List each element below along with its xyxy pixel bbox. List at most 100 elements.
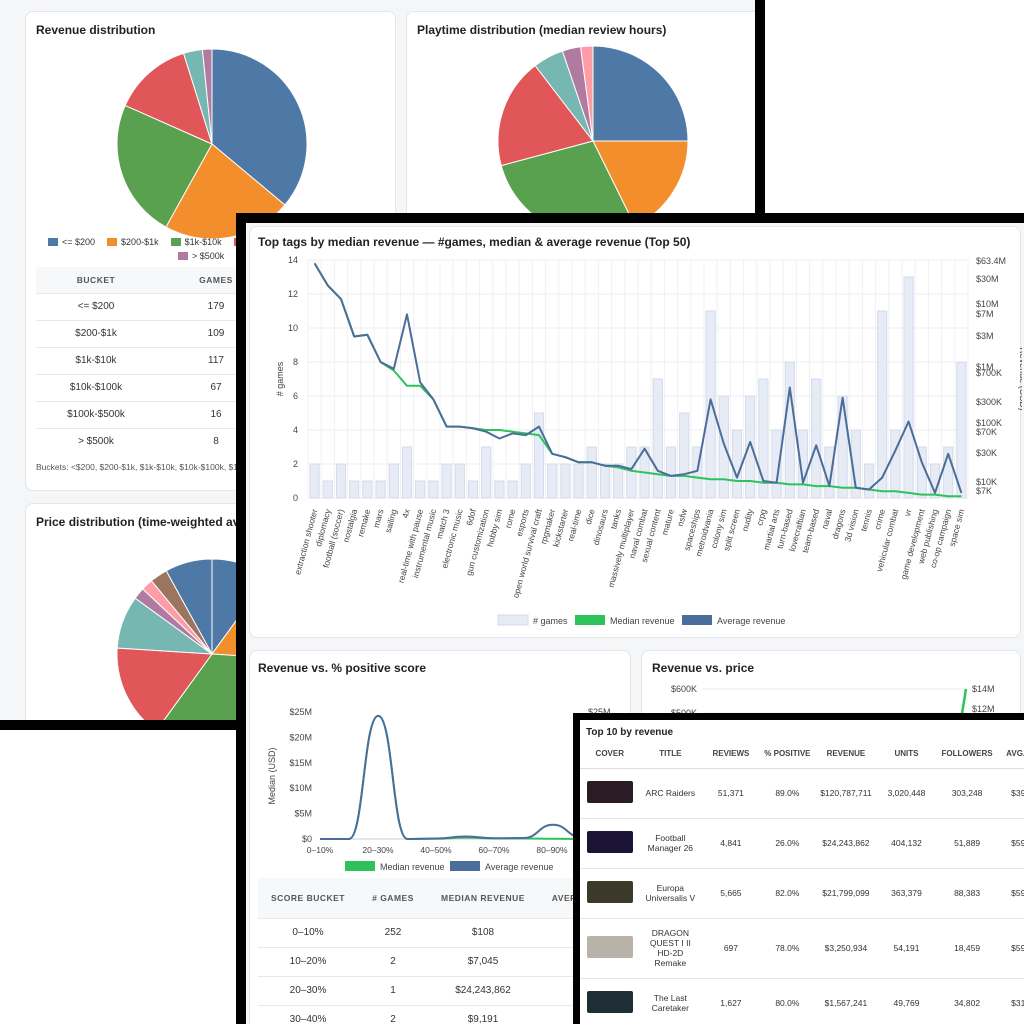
table-row: 20–30%1$24,243,862$24,24 [258, 975, 638, 1005]
games-bar [903, 276, 914, 499]
games-bar [520, 463, 531, 499]
category-label: dice [583, 508, 597, 526]
positive-cell: 80.0% [760, 978, 815, 1024]
title-cell[interactable]: Football Manager 26 [639, 818, 702, 869]
positive-cell: 89.0% [760, 768, 815, 819]
top10-header[interactable]: AVG. P [998, 740, 1024, 769]
price-pie-slice [116, 647, 213, 720]
table-row[interactable]: Football Manager 26 4,841 26.0% $24,243,862… [580, 818, 1024, 869]
games-bar [322, 480, 333, 499]
category-label: nsfw [675, 507, 689, 527]
table-row: 10–20%2$7,045$7,0 [258, 946, 638, 976]
category-label: 4x [400, 507, 412, 519]
games-bar [349, 480, 360, 499]
top10-header[interactable]: FOLLOWERS [935, 740, 999, 769]
right-tick-label: $10M [976, 299, 999, 309]
title-cell[interactable]: The Last Caretaker [639, 978, 702, 1024]
x-tick-label: 80–90% [536, 845, 568, 855]
followers-cell: 88,383 [935, 868, 999, 919]
title-cell[interactable]: Europa Universalis V [639, 868, 702, 919]
games-bar [362, 480, 373, 499]
score-cell: $108 [428, 917, 538, 947]
left-tick-label: $10M [289, 783, 312, 793]
games-bar [877, 310, 888, 499]
legend-swatch [178, 252, 188, 260]
games-bar [375, 480, 386, 499]
median-revenue-line [313, 262, 962, 498]
cover-image[interactable] [586, 881, 633, 903]
left-tick-label: $25M [289, 707, 312, 717]
title-cell[interactable]: ARC Raiders [639, 768, 702, 819]
top10-header[interactable]: REVIEWS [701, 740, 761, 769]
price-chart-title: Revenue vs. price [652, 661, 755, 675]
table-row[interactable]: DRAGON QUEST I II HD-2D Remake 697 78.0% $3… [580, 918, 1024, 979]
revenue-pie-slice [116, 104, 213, 228]
revenue-cell: $24,243,862 [814, 818, 878, 869]
legend-swatch [170, 238, 181, 246]
cover-image[interactable] [586, 831, 633, 853]
games-bar [454, 463, 465, 499]
cover-image[interactable] [586, 991, 633, 1013]
right-tick-label: $70K [976, 427, 997, 437]
reviews-cell: 1,627 [701, 978, 761, 1024]
category-label: 6dof [464, 507, 478, 526]
playtime-pie-slice [497, 64, 594, 167]
top10-panel: Top 10 by revenue COVER TITLE REVIEWS% POS… [573, 713, 1024, 1024]
category-label: vr [902, 508, 914, 518]
legend-item[interactable]: > $500k [178, 251, 224, 261]
left-tick-label: 6 [293, 391, 298, 401]
left-tick-label: $15M [289, 758, 312, 768]
legend-label: > $500k [192, 251, 225, 261]
right-tick-label: $10K [976, 477, 997, 487]
top10-header[interactable]: UNITS [877, 740, 936, 769]
playtime-distribution-card: Playtime distribution (median review hou… [406, 11, 755, 241]
score-cell: $9,191 [428, 1004, 538, 1024]
legend-label: Median revenue [610, 616, 675, 626]
left-tick-label: 10 [288, 323, 298, 333]
top10-header[interactable]: % POSITIVE [760, 740, 815, 769]
score-cell: 20–30% [258, 975, 358, 1005]
positive-cell: 82.0% [760, 868, 815, 919]
table-row[interactable]: The Last Caretaker 1,627 80.0% $1,567,241 49… [580, 978, 1024, 1024]
average-revenue-line [313, 262, 963, 494]
games-bar [441, 463, 452, 499]
revenue-cell: $3,250,934 [814, 918, 878, 979]
score-cell: $24,243,862 [428, 975, 538, 1005]
left-tick-label: 2 [293, 459, 298, 469]
reviews-cell: 51,371 [701, 768, 761, 819]
games-bar [745, 395, 756, 499]
table-row[interactable]: ARC Raiders 51,371 89.0% $120,787,711 3,020,… [580, 768, 1024, 819]
left-tick-label: $0 [302, 834, 312, 844]
legend-label: $1k-$10k [184, 237, 222, 247]
left-tick-label: $600K [671, 684, 697, 694]
title-cell[interactable]: DRAGON QUEST I II HD-2D Remake [639, 918, 702, 979]
cover-image[interactable] [586, 936, 633, 958]
cover-image[interactable] [586, 781, 633, 803]
bucket-footnote: Buckets: <$200, $200-$1k, $1k-$10k, $10k… [36, 462, 239, 472]
legend-item[interactable]: <= $200 [48, 237, 95, 247]
table-row[interactable]: Europa Universalis V 5,665 82.0% $21,799,09… [580, 868, 1024, 919]
score-cell: 1 [358, 975, 428, 1005]
bucket-cell: $10k-$100k [36, 373, 156, 401]
score-cell: $7,045 [428, 946, 538, 976]
left-tick-label: $20M [289, 732, 312, 742]
games-bar [494, 480, 505, 499]
positive-cell: 78.0% [760, 918, 815, 979]
right-tick-label: $63.4M [976, 256, 1006, 266]
legend-item[interactable]: $200-$1k [107, 237, 159, 247]
top10-header[interactable]: REVENUE [814, 740, 878, 769]
top10-header[interactable]: TITLE [639, 740, 702, 769]
games-bar [665, 446, 677, 499]
games-bar [784, 361, 795, 499]
games-bar [731, 429, 743, 499]
top10-header[interactable]: COVER [580, 740, 640, 769]
revenue-cell: $1,567,241 [814, 978, 878, 1024]
x-tick-label: 40–50% [420, 845, 452, 855]
followers-cell: 303,248 [935, 768, 999, 819]
games-bar [415, 480, 426, 499]
reviews-cell: 697 [701, 918, 761, 979]
right-tick-label: $30M [976, 274, 999, 284]
bucket-cell: > $500k [36, 427, 156, 455]
legend-swatch [48, 238, 58, 246]
legend-item[interactable]: $1k-$10k [170, 237, 222, 247]
